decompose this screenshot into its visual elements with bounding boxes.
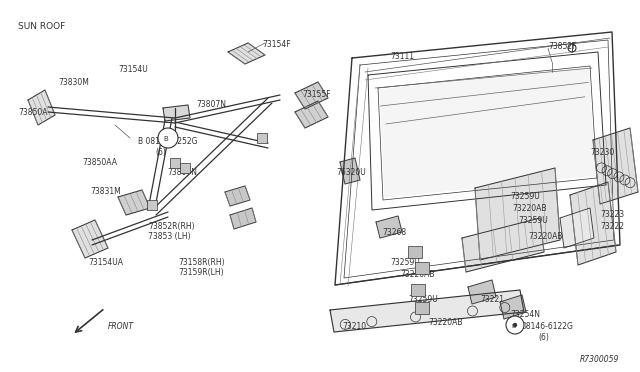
Text: 73220AB: 73220AB: [512, 204, 547, 213]
Polygon shape: [230, 208, 256, 229]
Text: SUN ROOF: SUN ROOF: [18, 22, 65, 31]
Polygon shape: [330, 290, 524, 332]
Polygon shape: [560, 208, 594, 248]
Circle shape: [158, 128, 178, 148]
Polygon shape: [570, 182, 616, 265]
Text: 73852R(RH): 73852R(RH): [148, 222, 195, 231]
Text: FRONT: FRONT: [108, 322, 134, 331]
Text: 73230: 73230: [590, 148, 614, 157]
Text: (6): (6): [538, 333, 549, 342]
Bar: [415, 262, 429, 274]
Text: 73259U: 73259U: [408, 295, 438, 304]
Polygon shape: [72, 220, 108, 258]
Text: 73850A: 73850A: [18, 108, 47, 117]
Text: 73158R(RH): 73158R(RH): [178, 258, 225, 267]
Text: 73853 (LH): 73853 (LH): [148, 232, 191, 241]
Bar: [170, 158, 180, 168]
Text: 73210: 73210: [342, 322, 366, 331]
Polygon shape: [295, 82, 328, 109]
Text: 73259U: 73259U: [510, 192, 540, 201]
Text: 73154U: 73154U: [118, 65, 148, 74]
Text: R7300059: R7300059: [580, 355, 620, 364]
Text: 73807N: 73807N: [167, 168, 197, 177]
Text: 73850AA: 73850AA: [82, 158, 117, 167]
Text: 73220AB: 73220AB: [400, 270, 435, 279]
Bar: [411, 284, 425, 296]
Text: 73155F: 73155F: [302, 90, 331, 99]
Text: 73259U: 73259U: [518, 216, 548, 225]
Text: 73154UA: 73154UA: [88, 258, 123, 267]
Polygon shape: [225, 186, 250, 206]
Text: 73220AB: 73220AB: [528, 232, 563, 241]
Polygon shape: [380, 68, 595, 197]
Polygon shape: [500, 295, 526, 319]
Text: 73159R(LH): 73159R(LH): [178, 268, 223, 277]
Bar: [180, 163, 190, 173]
Polygon shape: [468, 280, 496, 304]
Bar: [257, 133, 267, 143]
Polygon shape: [376, 216, 402, 238]
Text: 73852F: 73852F: [548, 42, 577, 51]
Text: 08146-6122G: 08146-6122G: [522, 322, 574, 331]
Polygon shape: [28, 90, 55, 125]
Text: 73830M: 73830M: [58, 78, 89, 87]
Text: 73221: 73221: [480, 295, 504, 304]
Text: 73220AB: 73220AB: [428, 318, 463, 327]
Text: 73268: 73268: [382, 228, 406, 237]
Text: 73111: 73111: [390, 52, 414, 61]
Bar: [147, 200, 157, 210]
Text: 73254N: 73254N: [510, 310, 540, 319]
Text: B: B: [511, 324, 515, 328]
Polygon shape: [295, 101, 328, 128]
Text: 73807N: 73807N: [196, 100, 226, 109]
Text: 73831M: 73831M: [90, 187, 121, 196]
Text: B: B: [164, 136, 168, 142]
Circle shape: [506, 316, 524, 334]
Text: 73222: 73222: [600, 222, 624, 231]
Text: 73154F: 73154F: [262, 40, 291, 49]
Bar: [408, 246, 422, 258]
Text: (6): (6): [155, 148, 166, 157]
Bar: [415, 302, 429, 314]
Polygon shape: [340, 158, 360, 184]
Text: 73223: 73223: [600, 210, 624, 219]
Text: 73259U: 73259U: [390, 258, 420, 267]
Text: 76320U: 76320U: [336, 168, 365, 177]
Polygon shape: [462, 218, 544, 272]
Polygon shape: [593, 128, 638, 204]
Polygon shape: [163, 105, 190, 121]
Polygon shape: [228, 43, 265, 64]
Circle shape: [513, 323, 517, 327]
Polygon shape: [475, 168, 560, 260]
Polygon shape: [118, 190, 150, 215]
Text: B 08146-6252G: B 08146-6252G: [138, 137, 198, 146]
